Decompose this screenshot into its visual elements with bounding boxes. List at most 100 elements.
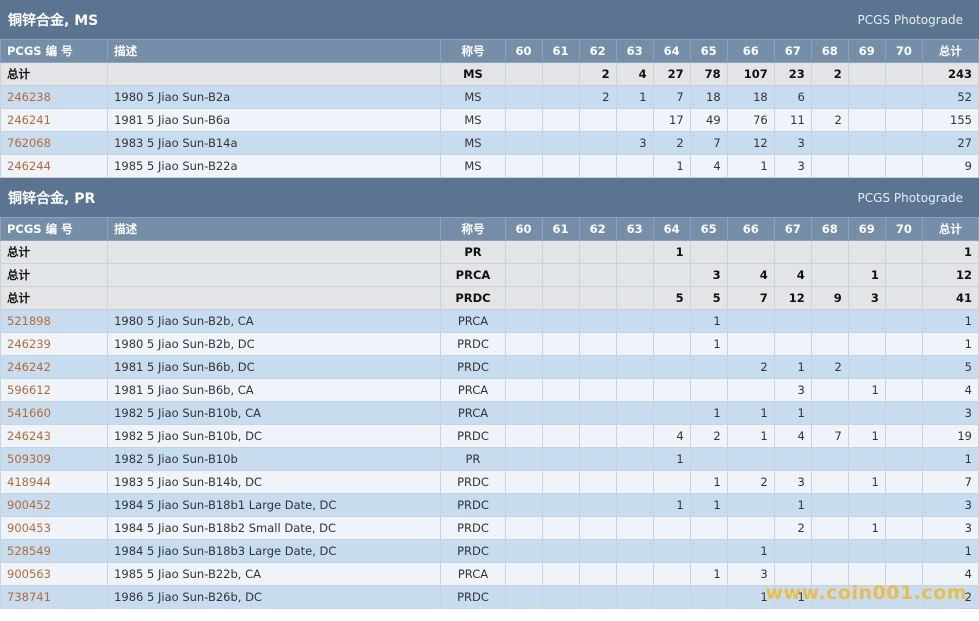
- grade-count-cell: [615, 309, 654, 333]
- grade-count-cell: [810, 332, 849, 356]
- total-count-cell: 3: [921, 401, 979, 425]
- total-count-cell: 9: [921, 154, 979, 178]
- pcgs-number-link[interactable]: 246244: [0, 154, 109, 178]
- total-count-cell: 5: [921, 355, 979, 379]
- grade-count-cell: [541, 286, 580, 310]
- grade-count-cell: [847, 131, 886, 155]
- grade-count-cell: [652, 516, 691, 540]
- column-header: 描述: [107, 217, 442, 241]
- pcgs-number-link[interactable]: 596612: [0, 378, 109, 402]
- pcgs-number-link[interactable]: 521898: [0, 309, 109, 333]
- grade-count-cell: [541, 355, 580, 379]
- grade-count-cell: [541, 131, 580, 155]
- grade-count-cell: [884, 493, 923, 517]
- table-header-row: PCGS 编 号描述 称号 60 61 62 63 64 65 66 67 68 69 70 总计: [0, 217, 979, 241]
- pcgs-number-link[interactable]: 762068: [0, 131, 109, 155]
- grade-count-cell: [578, 263, 617, 287]
- column-header: 称号: [440, 217, 506, 241]
- pcgs-number-link[interactable]: 246242: [0, 355, 109, 379]
- grade-count-cell: [615, 516, 654, 540]
- designation-cell: PRDC: [440, 332, 506, 356]
- grade-count-cell: 1: [652, 447, 691, 471]
- empty-cell: [107, 286, 442, 310]
- grade-count-cell: [773, 332, 812, 356]
- grade-count-cell: 17: [652, 108, 691, 132]
- total-count-cell: 41: [921, 286, 979, 310]
- grade-count-cell: [884, 309, 923, 333]
- pcgs-number-link[interactable]: 900452: [0, 493, 109, 517]
- grade-count-cell: [689, 355, 728, 379]
- total-count-cell: 4: [921, 562, 979, 586]
- grade-count-cell: [578, 154, 617, 178]
- grade-count-cell: 1: [847, 424, 886, 448]
- table-row: 246238 1980 5 Jiao Sun-B2a MS 2 1 7 18 18 6 52: [0, 85, 979, 109]
- pcgs-number-link[interactable]: 528549: [0, 539, 109, 563]
- grade-count-cell: [541, 424, 580, 448]
- pcgs-number-link[interactable]: 541660: [0, 401, 109, 425]
- grade-count-cell: [689, 378, 728, 402]
- column-header: 67: [773, 217, 812, 241]
- grade-count-cell: [615, 493, 654, 517]
- grade-count-cell: [847, 154, 886, 178]
- column-header: 70: [884, 39, 923, 63]
- grade-count-cell: 3: [773, 154, 812, 178]
- grade-count-cell: 3: [726, 562, 775, 586]
- photograde-link[interactable]: PCGS Photograde: [857, 12, 963, 27]
- grade-count-cell: [578, 447, 617, 471]
- grade-count-cell: [847, 85, 886, 109]
- total-count-cell: 19: [921, 424, 979, 448]
- grade-count-cell: [652, 355, 691, 379]
- grade-count-cell: [884, 470, 923, 494]
- grade-count-cell: [541, 539, 580, 563]
- pcgs-number-link[interactable]: 738741: [0, 585, 109, 609]
- grade-count-cell: [504, 424, 543, 448]
- grade-count-cell: [884, 401, 923, 425]
- grade-count-cell: 18: [726, 85, 775, 109]
- description-cell: 1980 5 Jiao Sun-B2b, DC: [107, 332, 442, 356]
- pcgs-number-link[interactable]: 246238: [0, 85, 109, 109]
- grade-count-cell: [504, 585, 543, 609]
- grade-count-cell: [615, 378, 654, 402]
- grade-count-cell: [884, 286, 923, 310]
- grade-count-cell: [504, 470, 543, 494]
- total-row: 总计 PRDC 5 5 7 12 9 3 41: [0, 286, 979, 310]
- pcgs-number-link[interactable]: 900453: [0, 516, 109, 540]
- pcgs-number-link[interactable]: 246239: [0, 332, 109, 356]
- grade-count-cell: [847, 309, 886, 333]
- column-header: 描述: [107, 39, 442, 63]
- grade-count-cell: [541, 108, 580, 132]
- total-label: 总计: [0, 240, 109, 264]
- grade-count-cell: 1: [726, 424, 775, 448]
- photograde-link[interactable]: PCGS Photograde: [857, 190, 963, 205]
- total-count-cell: 3: [921, 493, 979, 517]
- grade-count-cell: 1: [773, 493, 812, 517]
- pcgs-number-link[interactable]: 900563: [0, 562, 109, 586]
- pcgs-number-link[interactable]: 418944: [0, 470, 109, 494]
- pcgs-number-link[interactable]: 509309: [0, 447, 109, 471]
- designation-cell: PRDC: [440, 493, 506, 517]
- table-row: 509309 1982 5 Jiao Sun-B10b PR 1 1: [0, 447, 979, 471]
- grade-count-cell: [504, 240, 543, 264]
- pcgs-number-link[interactable]: 246241: [0, 108, 109, 132]
- grade-count-cell: 4: [726, 263, 775, 287]
- grade-count-cell: 23: [773, 62, 812, 86]
- grade-count-cell: [773, 447, 812, 471]
- column-header: 62: [578, 217, 617, 241]
- grade-count-cell: [615, 562, 654, 586]
- description-cell: 1980 5 Jiao Sun-B2b, CA: [107, 309, 442, 333]
- grade-count-cell: [541, 493, 580, 517]
- total-count-cell: 1: [921, 240, 979, 264]
- grade-count-cell: [884, 85, 923, 109]
- total-count-cell: 243: [921, 62, 979, 86]
- grade-count-cell: [884, 154, 923, 178]
- grade-count-cell: 7: [726, 286, 775, 310]
- grade-count-cell: 1: [689, 332, 728, 356]
- column-header: 70: [884, 217, 923, 241]
- grade-count-cell: 1: [847, 263, 886, 287]
- designation-cell: PR: [440, 240, 506, 264]
- grade-count-cell: [884, 355, 923, 379]
- grade-count-cell: [884, 447, 923, 471]
- pcgs-number-link[interactable]: 246243: [0, 424, 109, 448]
- grade-count-cell: [541, 401, 580, 425]
- table-row: 246241 1981 5 Jiao Sun-B6a MS 17 49 76 11 2 155: [0, 108, 979, 132]
